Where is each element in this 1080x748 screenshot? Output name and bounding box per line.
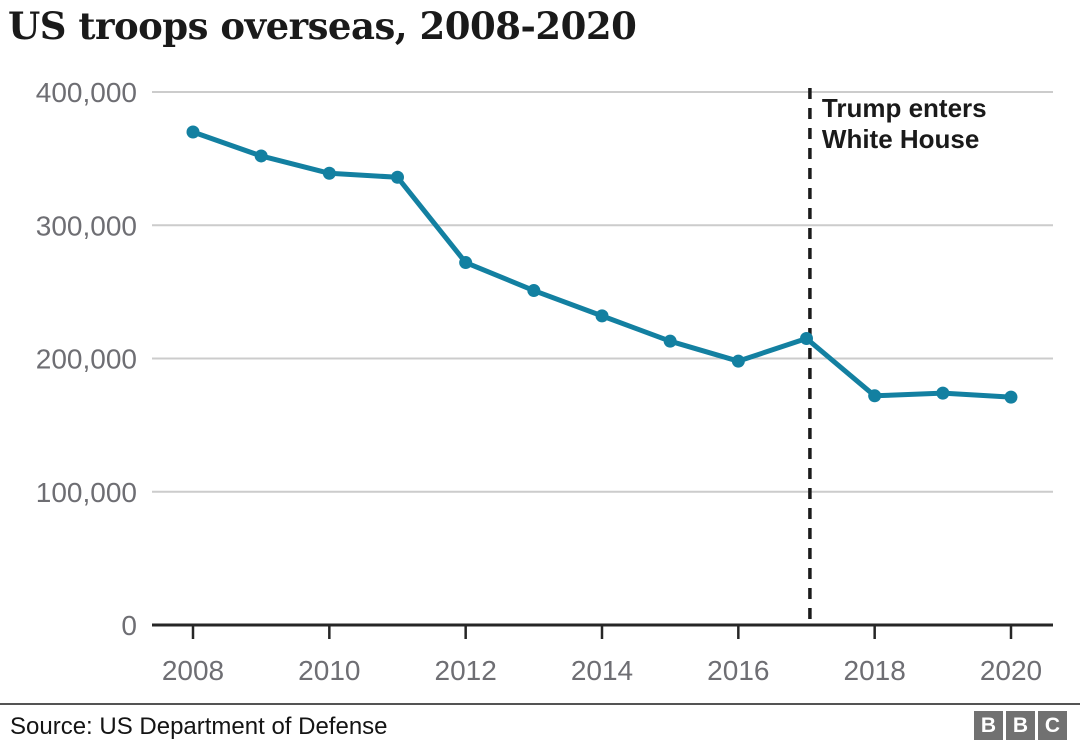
x-axis-tick-label: 2016 xyxy=(707,655,769,686)
bbc-logo-block: B xyxy=(1006,711,1035,740)
bbc-logo-block: B xyxy=(974,711,1003,740)
source-credit: Source: US Department of Defense xyxy=(10,713,388,740)
y-axis-tick-label: 100,000 xyxy=(36,477,137,508)
data-line xyxy=(190,129,1014,400)
bbc-logo: B B C xyxy=(974,711,1067,740)
x-axis-tick-label: 2012 xyxy=(435,655,497,686)
data-point xyxy=(186,125,200,139)
y-axis-tick-label: 300,000 xyxy=(36,210,137,241)
y-axis-tick-label: 0 xyxy=(121,610,137,641)
x-axis-tick-label: 2014 xyxy=(571,655,633,686)
footer-divider xyxy=(0,703,1080,705)
bbc-logo-block: C xyxy=(1038,711,1067,740)
line-chart: 0 100,000 200,000 300,000 400,000 2008 2010 201… xyxy=(36,77,1053,686)
data-point xyxy=(391,170,404,184)
x-axis-tick-label: 2020 xyxy=(980,655,1042,686)
x-axis-tick-label: 2010 xyxy=(298,655,360,686)
data-point xyxy=(254,149,268,163)
x-axis-tick-label: 2018 xyxy=(844,655,906,686)
data-point xyxy=(868,389,882,403)
data-point xyxy=(936,386,950,400)
y-axis-tick-label: 400,000 xyxy=(36,77,137,108)
data-point xyxy=(663,334,677,348)
y-axis-tick-label: 200,000 xyxy=(36,344,137,375)
annotation-text: Trump enters xyxy=(822,93,987,123)
data-point xyxy=(731,354,745,368)
data-point xyxy=(322,166,336,180)
data-point xyxy=(1004,390,1018,404)
x-axis-tick-label: 2008 xyxy=(162,655,224,686)
annotation-text: White House xyxy=(822,124,979,154)
data-point xyxy=(459,256,473,270)
chart-title: US troops overseas, 2008-2020 xyxy=(8,4,637,48)
data-point xyxy=(527,284,541,298)
data-point xyxy=(595,309,609,323)
data-point xyxy=(800,332,813,346)
